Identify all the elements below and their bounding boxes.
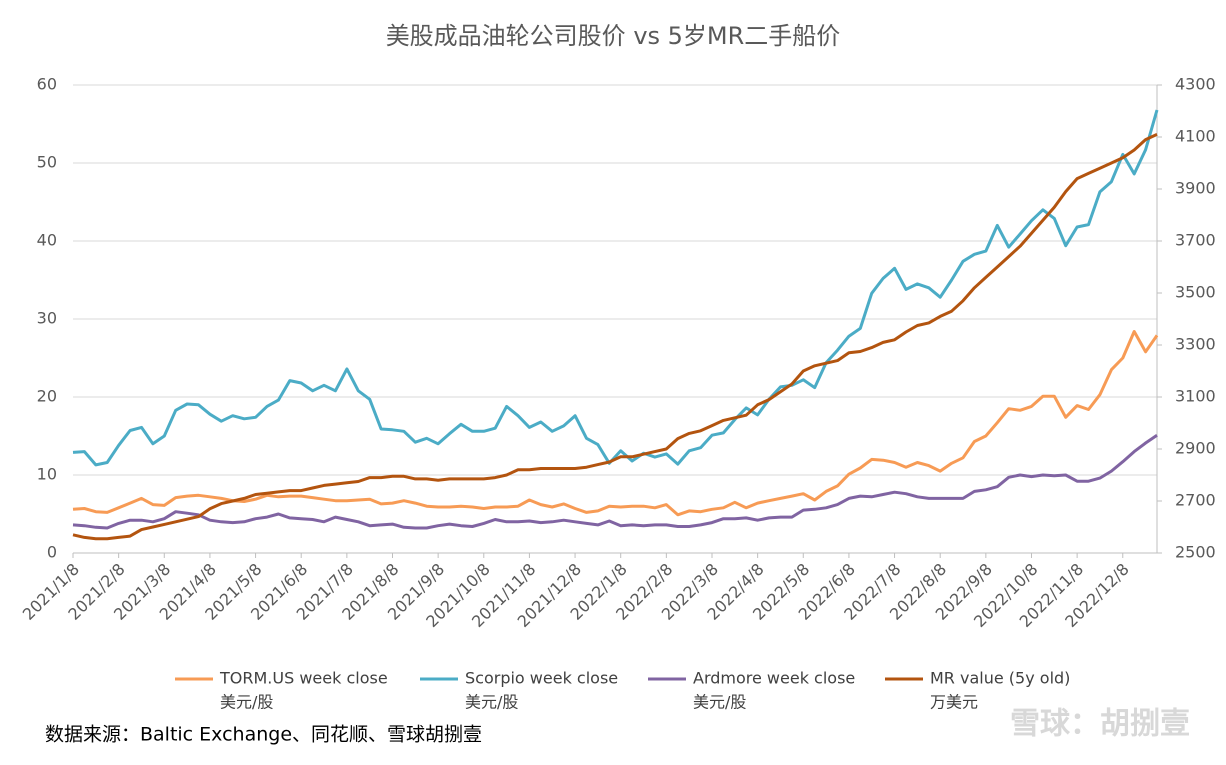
legend-label: TORM.US week close — [219, 669, 388, 688]
legend-unit: 万美元 — [930, 693, 978, 712]
y2-tick-label: 3700 — [1175, 231, 1216, 250]
series-line — [72, 330, 1159, 517]
y2-tick-label: 2900 — [1175, 439, 1216, 458]
legend-label: Ardmore week close — [693, 669, 855, 688]
legend-label: MR value (5y old) — [930, 669, 1070, 688]
legend-unit: 美元/股 — [465, 693, 518, 712]
y-tick-label: 60 — [37, 75, 57, 94]
y2-tick-label: 2700 — [1175, 491, 1216, 510]
y2-tick-label: 3900 — [1175, 179, 1216, 198]
y-tick-label: 30 — [37, 309, 57, 328]
y2-tick-label: 4100 — [1175, 127, 1216, 146]
source-note: 数据来源：Baltic Exchange、同花顺、雪球胡捌壹 — [45, 724, 482, 746]
series-line — [72, 133, 1158, 541]
y2-tick-label: 2500 — [1175, 543, 1216, 562]
y-tick-label: 0 — [47, 543, 57, 562]
y-tick-label: 10 — [37, 465, 57, 484]
y2-tick-label: 3300 — [1175, 335, 1216, 354]
y2-tick-label: 3500 — [1175, 283, 1216, 302]
series-line — [72, 433, 1158, 530]
legend-label: Scorpio week close — [465, 669, 618, 688]
legend-unit: 美元/股 — [693, 693, 746, 712]
series-line — [72, 109, 1159, 467]
legend-unit: 美元/股 — [220, 693, 273, 712]
y2-tick-label: 4300 — [1175, 75, 1216, 94]
watermark: 雪球：胡捌壹 — [1010, 707, 1190, 742]
y2-tick-label: 3100 — [1175, 387, 1216, 406]
chart-title: 美股成品油轮公司股价 vs 5岁MR二手船价 — [386, 22, 841, 50]
y-tick-label: 20 — [37, 387, 57, 406]
y-tick-label: 40 — [37, 231, 57, 250]
y-tick-label: 50 — [37, 153, 57, 172]
